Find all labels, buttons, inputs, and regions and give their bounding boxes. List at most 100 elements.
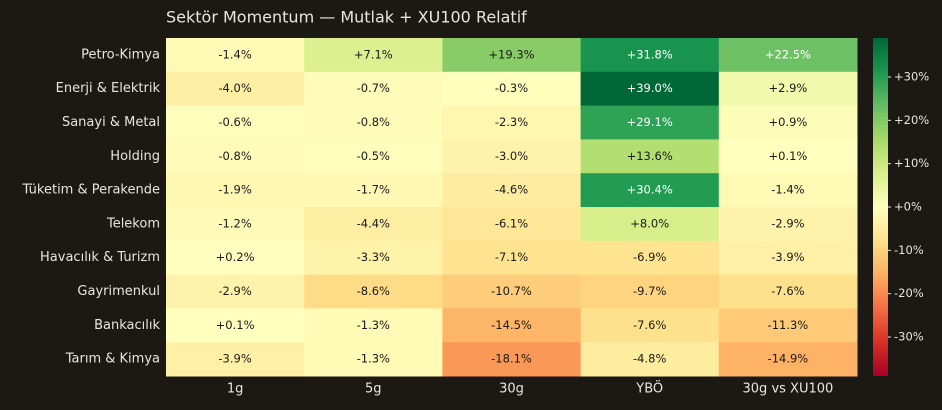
cell-label: -1.9% — [218, 183, 251, 197]
colorbar-tick-label: +20% — [894, 113, 929, 127]
heatmap-cell — [442, 342, 582, 377]
cell-label: +22.5% — [765, 47, 811, 61]
cell-label: +2.9% — [768, 81, 807, 95]
x-tick-label: 1g — [227, 382, 244, 397]
heatmap-cell — [166, 274, 305, 309]
heatmap-cell — [442, 38, 582, 73]
heatmap-cell — [442, 173, 582, 208]
colorbar-tick-label: +0% — [894, 200, 922, 214]
cell-label: -8.6% — [357, 284, 390, 298]
heatmap-cell — [442, 71, 582, 107]
heatmap-cell — [166, 38, 305, 73]
cell-label: -3.9% — [218, 352, 251, 366]
heatmap-cell — [580, 173, 720, 208]
heatmap-cell — [304, 173, 443, 208]
heatmap-cell — [304, 38, 443, 73]
cell-label: -0.8% — [357, 115, 390, 129]
colorbar — [873, 38, 888, 376]
cell-label: +7.1% — [354, 47, 393, 61]
cell-label: +8.0% — [630, 216, 669, 230]
heatmap-cell — [166, 139, 305, 174]
cell-label: -2.9% — [771, 216, 804, 230]
heatmap-cell — [718, 139, 858, 174]
chart-title: Sektör Momentum — Mutlak + XU100 Relatif — [166, 8, 527, 27]
cell-label: -3.3% — [357, 250, 390, 264]
row-label: Telekom — [106, 216, 160, 231]
colorbar-tick-label: +30% — [894, 70, 929, 84]
cell-label: -3.0% — [495, 149, 528, 163]
heatmap-cell — [718, 240, 858, 276]
heatmap-cell — [166, 207, 305, 242]
cell-label: +13.6% — [627, 149, 673, 163]
cell-label: +31.8% — [627, 47, 673, 61]
heatmap-cell — [580, 308, 720, 343]
x-tick-label: 30g — [499, 382, 524, 397]
cell-label: +19.3% — [488, 47, 534, 61]
heatmap-cell — [442, 308, 582, 343]
heatmap-cell — [718, 207, 858, 242]
heatmap-cell — [304, 342, 443, 377]
cell-label: -6.9% — [633, 250, 666, 264]
heatmap-cell — [442, 207, 582, 242]
cell-label: +0.2% — [216, 250, 255, 264]
cell-label: +39.0% — [627, 81, 673, 95]
heatmap-cell — [718, 71, 858, 107]
cell-label: -7.6% — [771, 284, 804, 298]
cell-label: -1.7% — [357, 183, 390, 197]
heatmap-cell — [304, 308, 443, 343]
cell-label: -4.6% — [495, 183, 528, 197]
heatmap-cell — [718, 308, 858, 343]
heatmap-cell — [304, 274, 443, 309]
cell-label: -10.7% — [491, 284, 532, 298]
heatmap-cell — [304, 207, 443, 242]
heatmap-cell — [580, 342, 720, 377]
row-label: Petro-Kimya — [81, 47, 160, 62]
heatmap-cell — [580, 71, 720, 107]
cell-label: -0.8% — [218, 149, 251, 163]
heatmap-cell — [442, 139, 582, 174]
cell-label: -14.5% — [491, 318, 532, 332]
row-label: Enerji & Elektrik — [56, 81, 161, 96]
cell-label: -2.9% — [218, 284, 251, 298]
heatmap-cell — [304, 71, 443, 107]
colorbar-tick-label: -10% — [894, 243, 924, 257]
cell-label: -4.4% — [357, 216, 390, 230]
cell-label: -4.8% — [633, 352, 666, 366]
row-label: Holding — [110, 149, 160, 164]
heatmap-cell — [166, 240, 305, 276]
heatmap-cell — [442, 105, 582, 140]
cell-label: -1.3% — [357, 352, 390, 366]
x-tick-label: YBÖ — [635, 380, 663, 397]
cell-label: -18.1% — [491, 352, 532, 366]
heatmap-cell — [580, 274, 720, 309]
heatmap-cell — [442, 274, 582, 309]
cell-label: +0.9% — [768, 115, 807, 129]
cell-label: -1.4% — [771, 183, 804, 197]
heatmap-cell — [166, 105, 305, 140]
heatmap-cell — [718, 173, 858, 208]
cell-label: -3.9% — [771, 250, 804, 264]
heatmap-cell — [166, 308, 305, 343]
cell-label: -7.6% — [633, 318, 666, 332]
cell-label: -7.1% — [495, 250, 528, 264]
heatmap-cell — [718, 38, 858, 73]
x-tick-label: 5g — [365, 382, 382, 397]
cell-label: -0.6% — [218, 115, 251, 129]
cell-label: +29.1% — [627, 115, 673, 129]
cell-label: -2.3% — [495, 115, 528, 129]
cell-label: -1.3% — [357, 318, 390, 332]
cell-label: -1.2% — [218, 216, 251, 230]
heatmap-cell — [304, 105, 443, 140]
cell-label: -6.1% — [495, 216, 528, 230]
heatmap-cell — [580, 38, 720, 73]
colorbar-tick-label: -20% — [894, 286, 924, 300]
cell-label: -0.3% — [495, 81, 528, 95]
heatmap-cell — [304, 139, 443, 174]
row-label: Havacılık & Turizm — [40, 250, 160, 265]
colorbar-tick-label: -30% — [894, 330, 924, 344]
row-label: Tüketim & Perakende — [22, 183, 160, 198]
row-label: Bankacılık — [94, 318, 160, 333]
heatmap-cell — [442, 240, 582, 276]
heatmap-cell — [718, 105, 858, 140]
